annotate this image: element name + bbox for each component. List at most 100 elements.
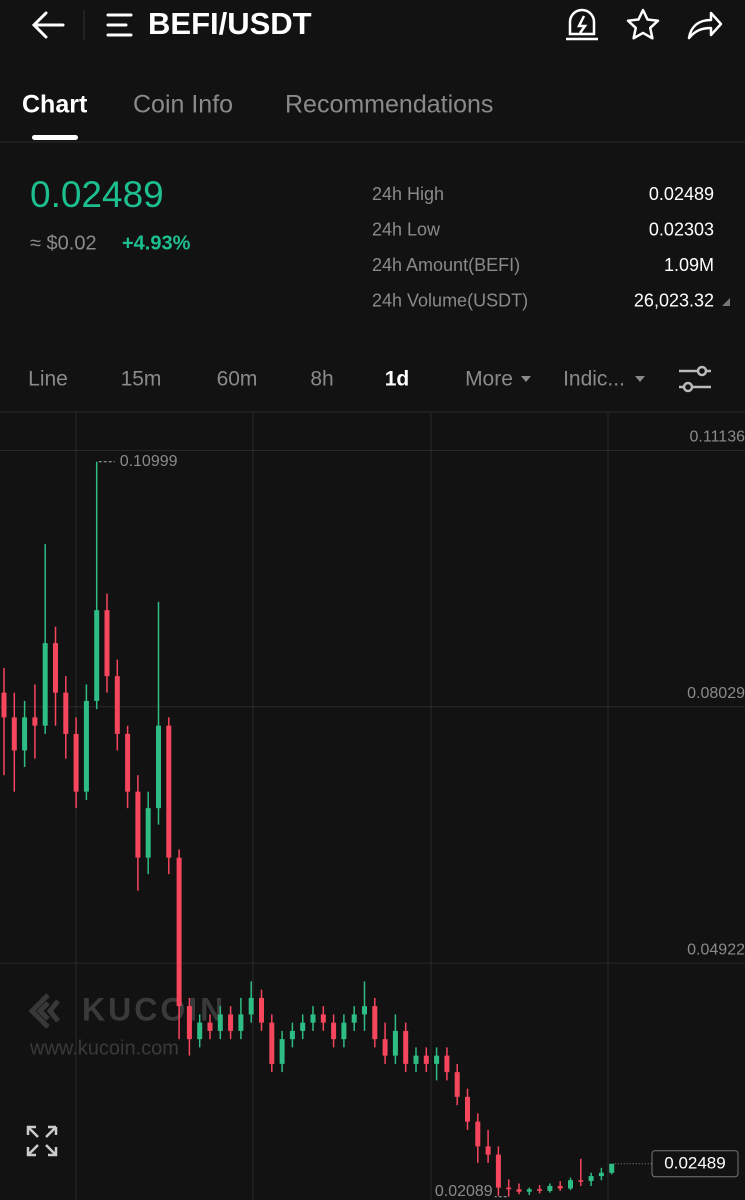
- share-button[interactable]: [687, 11, 723, 40]
- tab[interactable]: Chart: [22, 91, 88, 119]
- candle-body: [331, 1022, 337, 1040]
- fullscreen-button[interactable]: [26, 1125, 58, 1157]
- stat-label: 24h High: [372, 184, 444, 204]
- last-price-label: 0.02489: [664, 1153, 725, 1172]
- candle-body: [53, 643, 58, 693]
- candle-body: [238, 1014, 244, 1031]
- candle-body: [382, 1039, 388, 1056]
- candle-body: [423, 1055, 429, 1064]
- min-marker-label: 0.02089: [435, 1183, 493, 1200]
- fiat-price: ≈ $0.02: [30, 232, 97, 254]
- candle-body: [362, 1006, 367, 1015]
- candle-body: [114, 676, 120, 734]
- settings-button[interactable]: [679, 365, 711, 393]
- stat-label: 24h Volume(USDT): [372, 290, 528, 310]
- candle-body: [186, 1006, 192, 1040]
- candle-body: [42, 643, 48, 726]
- candle-body: [547, 1185, 553, 1191]
- candle-body: [434, 1055, 440, 1064]
- candle-body: [526, 1189, 532, 1192]
- pair-title: BEFI/USDT: [148, 6, 312, 41]
- favorite-button[interactable]: [626, 8, 660, 40]
- candle-body: [197, 1022, 203, 1040]
- candle-body: [300, 1022, 306, 1031]
- vertical-grid: [75, 413, 609, 1200]
- candle-body: [156, 725, 161, 809]
- candle-body: [207, 1022, 213, 1031]
- candle-body: [506, 1187, 512, 1190]
- candle-body: [403, 1030, 409, 1064]
- interval-option[interactable]: 60m: [217, 368, 258, 391]
- candle-body: [135, 791, 141, 858]
- candle-body: [444, 1055, 450, 1073]
- candle-body: [341, 1022, 347, 1040]
- candle-body: [598, 1172, 604, 1177]
- candle-body: [557, 1185, 563, 1189]
- back-button[interactable]: [31, 11, 65, 39]
- watermark-brand: KUCOIN: [82, 991, 226, 1027]
- dropdown-arrow: [635, 376, 645, 382]
- candle-body: [578, 1180, 584, 1182]
- candle-body: [320, 1014, 326, 1023]
- alert-button[interactable]: [566, 8, 598, 41]
- candle-body: [537, 1189, 543, 1191]
- interval-option[interactable]: Line: [28, 368, 68, 391]
- candle-body: [83, 700, 89, 792]
- candle-body: [269, 1022, 275, 1064]
- interval-option[interactable]: More: [465, 368, 513, 391]
- candle-body: [22, 717, 28, 751]
- candle-body: [166, 725, 172, 858]
- dropdown-arrow: [521, 376, 531, 382]
- interval-option[interactable]: 8h: [310, 368, 333, 391]
- interval-option[interactable]: 15m: [121, 368, 162, 391]
- candle-body: [588, 1176, 594, 1182]
- stat-label: 24h Amount(BEFI): [372, 255, 520, 275]
- y-tick-label: 0.08029: [687, 685, 745, 702]
- candle-body: [495, 1154, 501, 1188]
- stat-value: 0.02303: [649, 219, 714, 239]
- candle-body: [310, 1014, 316, 1023]
- menu-button[interactable]: [106, 13, 133, 37]
- candle-body: [475, 1121, 481, 1147]
- candle-body: [104, 610, 110, 677]
- candle-body: [248, 997, 254, 1015]
- candle-body: [289, 1030, 295, 1040]
- candle-body: [94, 610, 100, 701]
- candle-body: [568, 1180, 573, 1189]
- candle-body: [228, 1014, 234, 1031]
- stat-label: 24h Low: [372, 219, 441, 239]
- candle-body: [485, 1146, 491, 1155]
- y-tick-label: 0.11136: [690, 429, 745, 446]
- candle-body: [32, 717, 38, 726]
- candle-body: [125, 733, 131, 792]
- last-price: 0.02489: [30, 174, 164, 215]
- candle-body: [73, 733, 79, 792]
- candle-body: [11, 717, 17, 751]
- stat-value: 1.09M: [664, 255, 714, 275]
- interval-option[interactable]: Indic...: [563, 368, 625, 391]
- last-price-box: [651, 1150, 739, 1178]
- candle-body: [413, 1055, 419, 1064]
- interval-option[interactable]: 1d: [385, 368, 410, 391]
- candle-body: [516, 1189, 522, 1192]
- candle-body: [609, 1163, 615, 1173]
- tab[interactable]: Recommendations: [285, 91, 493, 119]
- tab[interactable]: Coin Info: [133, 91, 233, 119]
- candle-body: [279, 1039, 285, 1064]
- candle-body: [145, 808, 151, 858]
- y-tick-label: 0.04922: [687, 941, 745, 958]
- candle-body: [176, 857, 182, 1007]
- candle-body: [454, 1072, 460, 1097]
- watermark-url: www.kucoin.com: [29, 1037, 179, 1059]
- candle-body: [465, 1096, 470, 1122]
- change-percent: +4.93%: [122, 232, 191, 254]
- candle-body: [217, 1014, 223, 1031]
- stat-value: 26,023.32: [634, 290, 714, 310]
- candle-body: [259, 997, 264, 1023]
- candle-body: [1, 692, 7, 718]
- candle-body: [351, 1014, 357, 1023]
- candle-body: [392, 1030, 398, 1056]
- max-marker-label: 0.10999: [120, 453, 178, 470]
